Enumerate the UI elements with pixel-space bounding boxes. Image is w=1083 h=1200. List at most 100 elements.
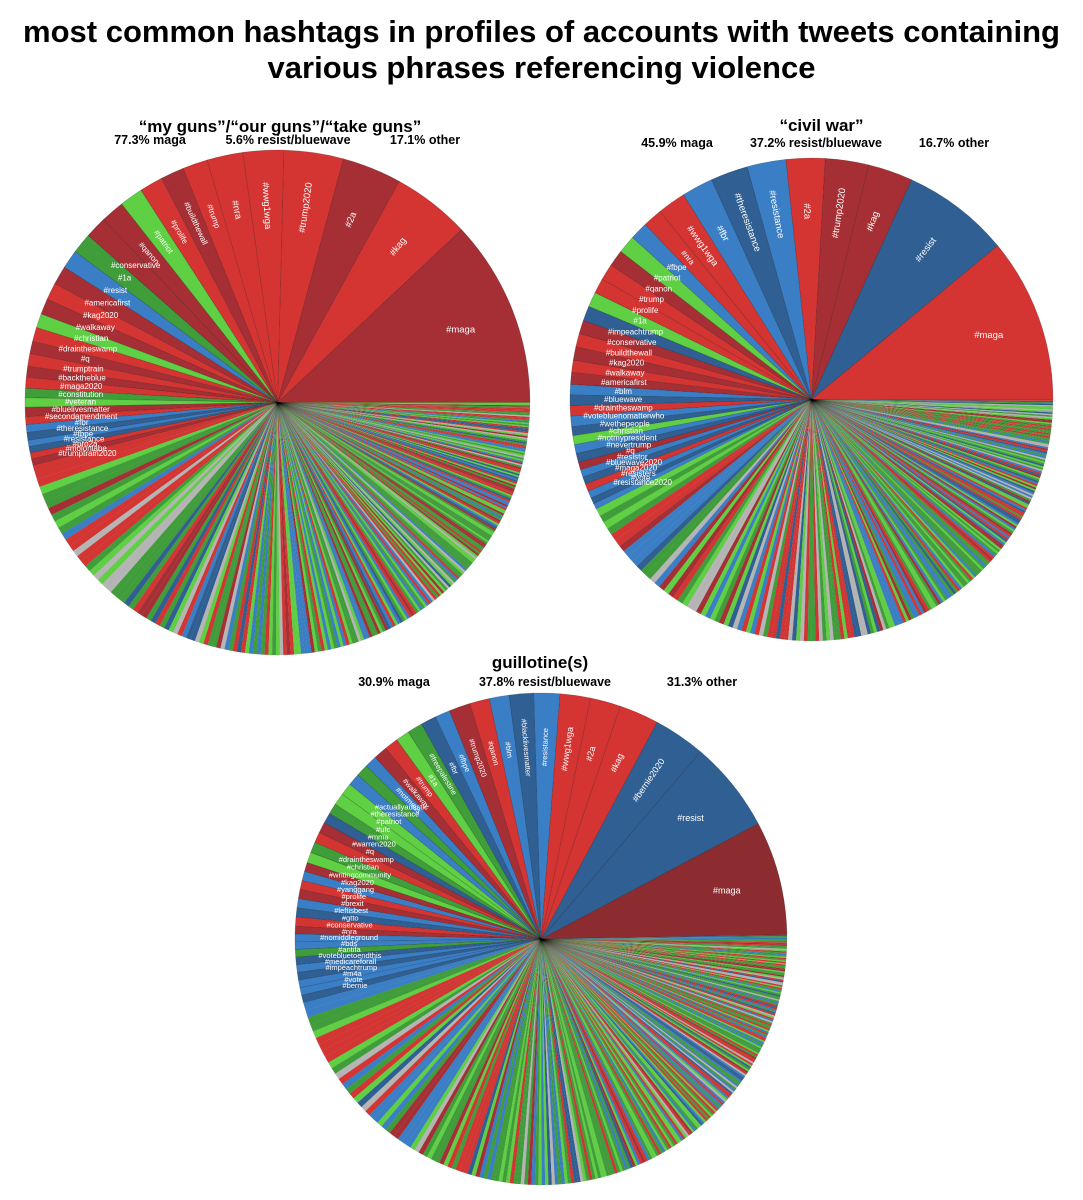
slice-other xyxy=(401,938,542,1146)
slice-other xyxy=(811,399,1046,462)
slice-kag xyxy=(277,180,462,403)
slice-other xyxy=(540,938,651,1161)
slice-label: #impeachtrump xyxy=(325,963,377,972)
slice-label: #actuallyautistic xyxy=(375,802,428,811)
slice-other xyxy=(277,402,522,470)
slice-nomiddleground xyxy=(294,933,542,943)
panel-civil-war-title: “civil war” xyxy=(779,116,864,135)
slice-other xyxy=(248,402,278,654)
slice-label: #resistance xyxy=(540,728,550,767)
slice-other xyxy=(277,402,485,550)
slice-trumptrain xyxy=(27,353,278,403)
slice-other xyxy=(540,938,787,959)
slice-other xyxy=(811,399,1033,500)
slice-other xyxy=(277,402,530,420)
slice-other xyxy=(540,938,702,1128)
slice-other xyxy=(540,938,621,1173)
slice-other xyxy=(163,402,278,631)
slice-other xyxy=(277,402,514,494)
slice-other xyxy=(244,402,278,654)
slice-other xyxy=(654,399,812,588)
slice-other xyxy=(540,938,742,1085)
slice-other xyxy=(439,938,542,1165)
slice-other xyxy=(271,402,278,656)
slice-other xyxy=(811,399,1053,417)
slice-other xyxy=(155,402,278,627)
slice-label: #medicareforall xyxy=(325,957,377,966)
slice-other xyxy=(540,938,772,1027)
slice-prolife xyxy=(140,177,278,403)
slice-label: #resistor xyxy=(617,452,648,461)
slice-other xyxy=(540,938,655,1159)
slice-label: #prolife xyxy=(632,306,659,315)
slice-other xyxy=(115,402,278,600)
slice-other xyxy=(540,938,786,971)
slice-other xyxy=(498,938,542,1183)
slice-other xyxy=(811,399,1026,514)
slice-other xyxy=(277,402,472,567)
slice-other xyxy=(34,402,278,480)
slice-other xyxy=(393,938,542,1140)
slice-other xyxy=(811,399,849,639)
slice-other xyxy=(811,399,955,597)
slice-other xyxy=(203,402,278,646)
slice-other xyxy=(277,402,432,605)
slice-other xyxy=(277,402,341,648)
slice-other xyxy=(540,938,781,999)
slice-prolife xyxy=(299,880,542,940)
slice-other xyxy=(811,399,1047,459)
slice-leftisbest xyxy=(296,898,542,940)
slice-other xyxy=(649,399,812,584)
slice-other xyxy=(811,399,942,605)
slice-label: #blm xyxy=(615,387,633,396)
slice-other xyxy=(277,402,417,615)
slice-other xyxy=(277,402,516,489)
slice-christian xyxy=(36,313,278,403)
slice-other xyxy=(220,402,278,650)
slice-other xyxy=(277,402,530,416)
slice-notmypresident xyxy=(573,399,812,455)
slice-other xyxy=(811,399,1013,536)
slice-other xyxy=(540,938,732,1097)
slice-other xyxy=(277,402,523,467)
slice-other xyxy=(540,938,784,983)
slice-other xyxy=(277,402,518,485)
slice-other xyxy=(277,402,512,499)
slice-other xyxy=(795,399,812,641)
slice-other xyxy=(811,399,1011,539)
slice-other xyxy=(540,938,785,978)
slice-other xyxy=(540,938,759,1057)
slice-other xyxy=(811,399,1052,428)
slice-other xyxy=(146,402,278,622)
slice-label: #kag2020 xyxy=(341,878,374,887)
slice-other xyxy=(277,402,422,613)
slice-other xyxy=(277,402,430,607)
slice-other xyxy=(277,402,531,406)
slice-other xyxy=(486,938,542,1181)
slice-other xyxy=(540,938,762,1051)
slice-label: #theresistance xyxy=(56,424,109,433)
slice-other xyxy=(540,938,771,1030)
slice-other xyxy=(811,399,920,617)
slice-other xyxy=(540,937,788,940)
slice-label: #fbpe xyxy=(667,263,688,272)
slice-other xyxy=(811,399,967,587)
slice-other xyxy=(540,938,766,1042)
slice-other xyxy=(811,399,1012,538)
slice-label: #votebluenomatterwho xyxy=(583,412,664,421)
slice-constitution xyxy=(24,387,278,403)
slice-other xyxy=(540,938,763,1049)
panel-civil-war: “civil war” 45.9% maga 37.2% resist/blue… xyxy=(560,0,1083,660)
slice-theresistance xyxy=(711,166,812,400)
slice-other xyxy=(811,399,1024,517)
slice-other xyxy=(540,938,775,1018)
slice-other xyxy=(215,402,278,649)
slice-other xyxy=(277,402,509,508)
slice-resistance xyxy=(746,159,812,400)
slice-other xyxy=(277,402,511,503)
slice-resistor xyxy=(580,399,812,478)
slice-other xyxy=(682,399,812,607)
slice-other xyxy=(540,938,783,987)
slice-other xyxy=(811,399,935,610)
slice-label: #m4a xyxy=(343,969,363,978)
